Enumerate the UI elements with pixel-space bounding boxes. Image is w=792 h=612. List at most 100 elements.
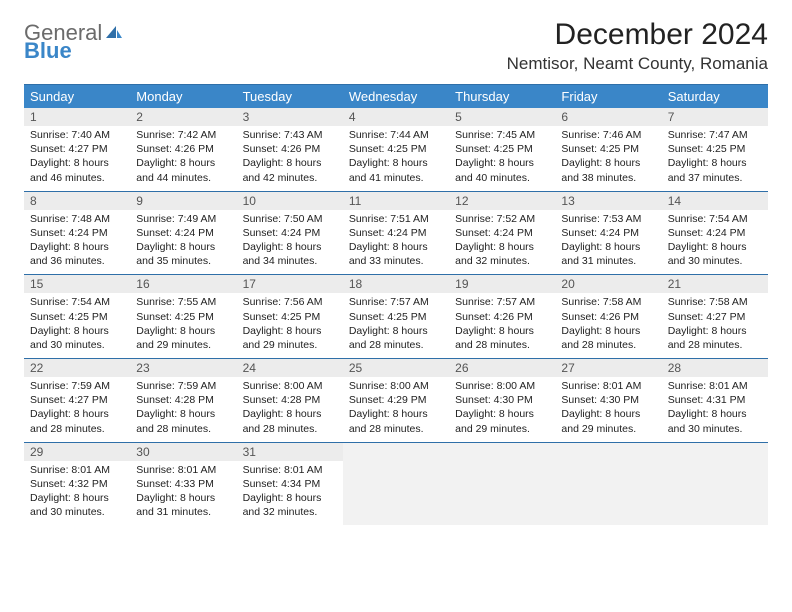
day-body: Sunrise: 7:57 AMSunset: 4:26 PMDaylight:… (449, 293, 555, 358)
sunset-text: Sunset: 4:25 PM (455, 142, 549, 156)
sunrise-text: Sunrise: 8:01 AM (136, 463, 230, 477)
day-cell: 28Sunrise: 8:01 AMSunset: 4:31 PMDayligh… (662, 359, 768, 442)
page-title: December 2024 (507, 18, 768, 52)
sunrise-text: Sunrise: 7:50 AM (243, 212, 337, 226)
sunrise-text: Sunrise: 8:01 AM (668, 379, 762, 393)
daylight-text: Daylight: 8 hours and 34 minutes. (243, 240, 337, 268)
week-row: 22Sunrise: 7:59 AMSunset: 4:27 PMDayligh… (24, 358, 768, 442)
day-body: Sunrise: 7:50 AMSunset: 4:24 PMDaylight:… (237, 210, 343, 275)
sunrise-text: Sunrise: 8:01 AM (243, 463, 337, 477)
daylight-text: Daylight: 8 hours and 29 minutes. (455, 407, 549, 435)
sunset-text: Sunset: 4:29 PM (349, 393, 443, 407)
daylight-text: Daylight: 8 hours and 30 minutes. (30, 491, 124, 519)
daylight-text: Daylight: 8 hours and 37 minutes. (668, 156, 762, 184)
day-cell: 23Sunrise: 7:59 AMSunset: 4:28 PMDayligh… (130, 359, 236, 442)
daylight-text: Daylight: 8 hours and 28 minutes. (668, 324, 762, 352)
daylight-text: Daylight: 8 hours and 29 minutes. (243, 324, 337, 352)
day-body: Sunrise: 7:43 AMSunset: 4:26 PMDaylight:… (237, 126, 343, 191)
day-number: 23 (130, 359, 236, 377)
day-cell: 7Sunrise: 7:47 AMSunset: 4:25 PMDaylight… (662, 108, 768, 191)
day-number: 20 (555, 275, 661, 293)
daylight-text: Daylight: 8 hours and 28 minutes. (349, 407, 443, 435)
sunset-text: Sunset: 4:24 PM (136, 226, 230, 240)
day-number: 29 (24, 443, 130, 461)
day-number: 5 (449, 108, 555, 126)
day-cell: 12Sunrise: 7:52 AMSunset: 4:24 PMDayligh… (449, 192, 555, 275)
day-body: Sunrise: 8:01 AMSunset: 4:32 PMDaylight:… (24, 461, 130, 526)
sunrise-text: Sunrise: 7:43 AM (243, 128, 337, 142)
sunrise-text: Sunrise: 7:52 AM (455, 212, 549, 226)
sunset-text: Sunset: 4:27 PM (30, 142, 124, 156)
daylight-text: Daylight: 8 hours and 28 minutes. (243, 407, 337, 435)
day-body: Sunrise: 7:59 AMSunset: 4:27 PMDaylight:… (24, 377, 130, 442)
day-number: 17 (237, 275, 343, 293)
day-cell: 31Sunrise: 8:01 AMSunset: 4:34 PMDayligh… (237, 443, 343, 526)
day-number: 1 (24, 108, 130, 126)
day-body: Sunrise: 7:40 AMSunset: 4:27 PMDaylight:… (24, 126, 130, 191)
daylight-text: Daylight: 8 hours and 28 minutes. (349, 324, 443, 352)
daylight-text: Daylight: 8 hours and 41 minutes. (349, 156, 443, 184)
daylight-text: Daylight: 8 hours and 42 minutes. (243, 156, 337, 184)
weekday-label: Friday (555, 85, 661, 108)
sunset-text: Sunset: 4:25 PM (349, 142, 443, 156)
empty-cell (662, 443, 768, 526)
day-body: Sunrise: 8:01 AMSunset: 4:30 PMDaylight:… (555, 377, 661, 442)
sunset-text: Sunset: 4:24 PM (561, 226, 655, 240)
calendar: SundayMondayTuesdayWednesdayThursdayFrid… (24, 84, 768, 525)
day-body: Sunrise: 8:00 AMSunset: 4:28 PMDaylight:… (237, 377, 343, 442)
week-row: 1Sunrise: 7:40 AMSunset: 4:27 PMDaylight… (24, 108, 768, 191)
day-cell: 14Sunrise: 7:54 AMSunset: 4:24 PMDayligh… (662, 192, 768, 275)
logo-sail-icon (104, 22, 124, 44)
sunset-text: Sunset: 4:25 PM (561, 142, 655, 156)
day-cell: 24Sunrise: 8:00 AMSunset: 4:28 PMDayligh… (237, 359, 343, 442)
sunset-text: Sunset: 4:26 PM (243, 142, 337, 156)
day-number: 27 (555, 359, 661, 377)
sunrise-text: Sunrise: 7:57 AM (349, 295, 443, 309)
day-number: 18 (343, 275, 449, 293)
day-body: Sunrise: 7:45 AMSunset: 4:25 PMDaylight:… (449, 126, 555, 191)
day-number: 22 (24, 359, 130, 377)
weekday-label: Tuesday (237, 85, 343, 108)
sunset-text: Sunset: 4:25 PM (136, 310, 230, 324)
daylight-text: Daylight: 8 hours and 30 minutes. (668, 407, 762, 435)
weekday-label: Monday (130, 85, 236, 108)
day-cell: 5Sunrise: 7:45 AMSunset: 4:25 PMDaylight… (449, 108, 555, 191)
day-cell: 21Sunrise: 7:58 AMSunset: 4:27 PMDayligh… (662, 275, 768, 358)
day-number: 8 (24, 192, 130, 210)
day-number: 10 (237, 192, 343, 210)
sunset-text: Sunset: 4:34 PM (243, 477, 337, 491)
day-cell: 1Sunrise: 7:40 AMSunset: 4:27 PMDaylight… (24, 108, 130, 191)
day-number: 24 (237, 359, 343, 377)
sunrise-text: Sunrise: 8:01 AM (561, 379, 655, 393)
day-body: Sunrise: 7:47 AMSunset: 4:25 PMDaylight:… (662, 126, 768, 191)
sunset-text: Sunset: 4:28 PM (243, 393, 337, 407)
logo-text-block: General Blue (24, 22, 124, 62)
daylight-text: Daylight: 8 hours and 28 minutes. (136, 407, 230, 435)
sunset-text: Sunset: 4:25 PM (30, 310, 124, 324)
day-number: 26 (449, 359, 555, 377)
weekday-label: Saturday (662, 85, 768, 108)
daylight-text: Daylight: 8 hours and 46 minutes. (30, 156, 124, 184)
day-cell: 13Sunrise: 7:53 AMSunset: 4:24 PMDayligh… (555, 192, 661, 275)
daylight-text: Daylight: 8 hours and 38 minutes. (561, 156, 655, 184)
logo: General Blue (24, 18, 124, 62)
sunrise-text: Sunrise: 7:59 AM (30, 379, 124, 393)
day-cell: 15Sunrise: 7:54 AMSunset: 4:25 PMDayligh… (24, 275, 130, 358)
day-body: Sunrise: 8:01 AMSunset: 4:31 PMDaylight:… (662, 377, 768, 442)
day-body: Sunrise: 7:51 AMSunset: 4:24 PMDaylight:… (343, 210, 449, 275)
day-number: 12 (449, 192, 555, 210)
daylight-text: Daylight: 8 hours and 31 minutes. (561, 240, 655, 268)
day-cell: 26Sunrise: 8:00 AMSunset: 4:30 PMDayligh… (449, 359, 555, 442)
day-body: Sunrise: 7:54 AMSunset: 4:24 PMDaylight:… (662, 210, 768, 275)
day-number: 25 (343, 359, 449, 377)
daylight-text: Daylight: 8 hours and 29 minutes. (561, 407, 655, 435)
sunrise-text: Sunrise: 7:54 AM (30, 295, 124, 309)
day-cell: 17Sunrise: 7:56 AMSunset: 4:25 PMDayligh… (237, 275, 343, 358)
empty-cell (343, 443, 449, 526)
day-body: Sunrise: 8:01 AMSunset: 4:34 PMDaylight:… (237, 461, 343, 526)
day-number: 11 (343, 192, 449, 210)
weekday-header-row: SundayMondayTuesdayWednesdayThursdayFrid… (24, 85, 768, 108)
daylight-text: Daylight: 8 hours and 28 minutes. (30, 407, 124, 435)
empty-cell (449, 443, 555, 526)
day-cell: 30Sunrise: 8:01 AMSunset: 4:33 PMDayligh… (130, 443, 236, 526)
